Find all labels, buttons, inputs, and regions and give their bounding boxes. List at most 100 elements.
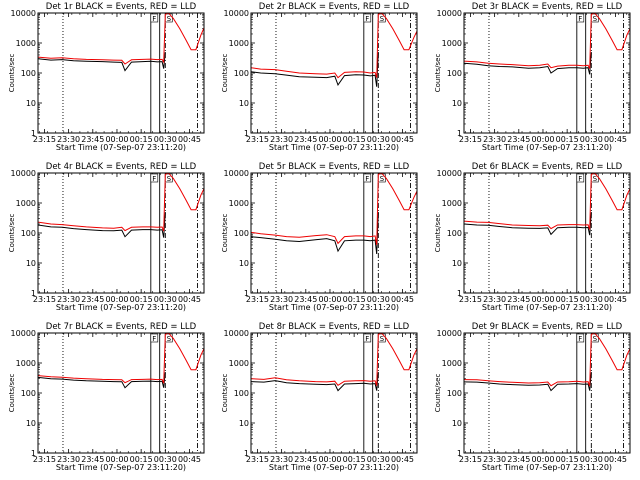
plot-frame	[37, 172, 205, 294]
x-tick-label: 00:00	[105, 455, 128, 464]
y-tick-label: 1000	[229, 359, 249, 368]
marker-label: F	[152, 15, 156, 23]
y-tick-label: 1	[457, 129, 462, 138]
x-tick-label: 00:15	[130, 135, 153, 144]
panel-title: Det 4r BLACK = Events, RED = LLD	[46, 162, 197, 172]
marker-box	[363, 333, 372, 343]
marker-label: S	[593, 335, 598, 343]
series-line-lld	[38, 333, 204, 384]
plot-frame	[463, 332, 631, 454]
y-axis-label: Counts/sec	[434, 374, 442, 413]
x-tick-label: 00:30	[367, 135, 390, 144]
chart-panel-1: Det 1r BLACK = Events, RED = LLD Counts/s…	[8, 2, 205, 152]
series-line-lld	[464, 173, 630, 230]
series-line-events	[464, 211, 592, 236]
marker-label: S	[593, 15, 598, 23]
chart-panel-5: Det 5r BLACK = Events, RED = LLD Counts/s…	[221, 162, 418, 312]
x-tick-label: 00:45	[391, 455, 414, 464]
x-axis-label: Start Time (07-Sep-07 23:11:20)	[56, 303, 186, 312]
y-axis-label: Counts/sec	[8, 214, 16, 253]
series-line-lld	[251, 173, 417, 245]
x-tick-label: 00:30	[580, 135, 603, 144]
x-tick-label: 23:45	[294, 135, 317, 144]
y-tick-label: 1	[244, 449, 249, 458]
y-tick-label: 10	[239, 419, 249, 428]
y-tick-label: 1	[457, 289, 462, 298]
series-line-lld	[38, 13, 204, 65]
y-tick-label: 10000	[437, 9, 462, 18]
plot-frame	[463, 12, 631, 134]
y-tick-label: 100	[447, 69, 462, 78]
x-axis-label: Start Time (07-Sep-07 23:11:20)	[56, 463, 186, 472]
x-axis-label: Start Time (07-Sep-07 23:11:20)	[482, 463, 612, 472]
series-line-lld	[464, 13, 630, 69]
x-tick-label: 23:15	[33, 455, 56, 464]
y-tick-label: 100	[234, 229, 249, 238]
x-tick-label: 00:00	[531, 455, 554, 464]
series-line-events	[38, 51, 166, 72]
x-tick-label: 23:15	[459, 135, 482, 144]
x-tick-label: 00:45	[391, 295, 414, 304]
x-tick-label: 00:00	[531, 295, 554, 304]
x-axis-label: Start Time (07-Sep-07 23:11:20)	[482, 303, 612, 312]
y-tick-label: 1000	[442, 359, 462, 368]
x-tick-label: 23:15	[246, 455, 269, 464]
x-tick-label: 23:30	[483, 455, 506, 464]
marker-box	[363, 13, 372, 23]
y-axis-label: Counts/sec	[221, 374, 229, 413]
x-tick-label: 00:15	[343, 455, 366, 464]
y-tick-label: 10	[239, 99, 249, 108]
y-tick-label: 10	[452, 419, 462, 428]
plot-frame	[250, 12, 418, 134]
y-tick-label: 1000	[16, 199, 36, 208]
marker-box	[363, 173, 372, 183]
x-tick-label: 23:45	[507, 135, 530, 144]
marker-label: F	[365, 175, 369, 183]
series-line-events	[251, 371, 379, 392]
series-line-lld	[251, 333, 417, 386]
marker-label: F	[152, 335, 156, 343]
y-tick-label: 1	[457, 449, 462, 458]
marker-label: S	[593, 175, 598, 183]
panel-title: Det 7r BLACK = Events, RED = LLD	[46, 322, 197, 332]
y-tick-label: 1	[244, 289, 249, 298]
series-line-events	[464, 371, 592, 392]
panel-title: Det 3r BLACK = Events, RED = LLD	[472, 2, 623, 12]
series-line-events	[251, 211, 379, 255]
x-tick-label: 00:30	[367, 455, 390, 464]
x-tick-label: 23:15	[459, 295, 482, 304]
panel-title: Det 6r BLACK = Events, RED = LLD	[472, 162, 623, 172]
x-tick-label: 00:45	[604, 455, 627, 464]
x-tick-label: 23:30	[57, 455, 80, 464]
y-axis-label: Counts/sec	[434, 214, 442, 253]
panel-title: Det 9r BLACK = Events, RED = LLD	[472, 322, 623, 332]
chart-panel-9: Det 9r BLACK = Events, RED = LLD Counts/s…	[434, 322, 631, 472]
y-tick-label: 1000	[16, 359, 36, 368]
y-tick-label: 10000	[224, 329, 249, 338]
series-line-events	[38, 211, 166, 238]
x-tick-label: 00:30	[154, 295, 177, 304]
series-line-events	[38, 371, 166, 389]
marker-label: F	[152, 175, 156, 183]
y-tick-label: 10000	[437, 329, 462, 338]
x-tick-label: 23:30	[57, 135, 80, 144]
x-tick-label: 00:15	[556, 295, 579, 304]
y-tick-label: 1	[31, 289, 36, 298]
y-tick-label: 1	[31, 449, 36, 458]
x-tick-label: 23:45	[507, 295, 530, 304]
x-tick-label: 23:45	[81, 455, 104, 464]
series-line-events	[464, 51, 592, 75]
marker-box	[576, 13, 585, 23]
series-line-lld	[251, 13, 417, 79]
x-tick-label: 00:30	[154, 135, 177, 144]
x-tick-label: 23:45	[294, 455, 317, 464]
plot-frame	[37, 12, 205, 134]
series-line-lld	[38, 173, 204, 232]
y-tick-label: 10000	[224, 9, 249, 18]
y-tick-label: 10000	[224, 169, 249, 178]
x-tick-label: 00:15	[343, 135, 366, 144]
y-tick-label: 1	[244, 129, 249, 138]
x-tick-label: 23:30	[270, 135, 293, 144]
y-tick-label: 1000	[16, 39, 36, 48]
